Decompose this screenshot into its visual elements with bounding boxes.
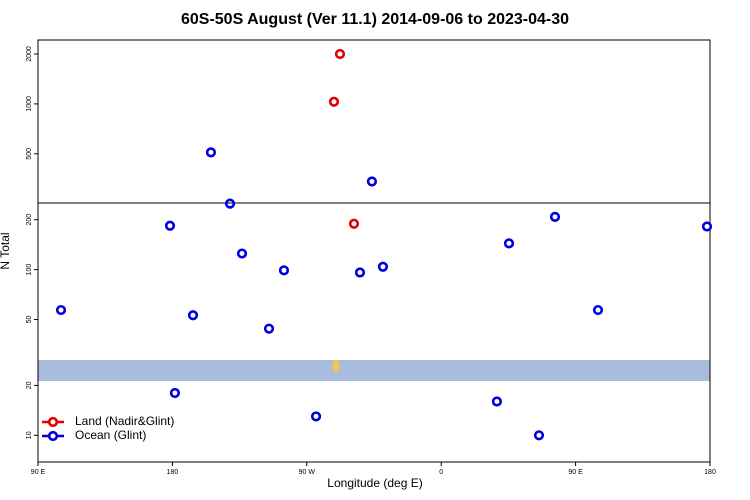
y-tick-label: 20: [26, 381, 33, 389]
legend-marker: [47, 416, 59, 428]
point: [205, 147, 217, 158]
map-band: [38, 360, 710, 381]
x-tick-label: 90 E: [568, 469, 583, 476]
point: [592, 304, 604, 316]
x-axis-label: Longitude (deg E): [327, 476, 422, 490]
point: [377, 261, 389, 272]
point: [491, 396, 503, 407]
legend-label: Land (Nadir&Glint): [75, 414, 174, 428]
x-tick-label: 90 W: [299, 469, 316, 476]
y-axis-label: N Total: [0, 232, 12, 269]
point: [549, 211, 561, 222]
point: [169, 387, 181, 399]
y-tick-label: 500: [26, 148, 33, 160]
point: [533, 430, 545, 441]
point: [55, 304, 67, 316]
plot-frame: [37, 39, 711, 463]
x-tick-label: 180: [704, 469, 716, 476]
point: [263, 323, 275, 334]
y-tick-label: 50: [26, 315, 33, 323]
point: [187, 310, 199, 321]
point: [701, 221, 713, 232]
y-tick-label: 100: [26, 264, 33, 276]
point: [366, 176, 378, 187]
y-tick-label: 1000: [26, 96, 33, 112]
land-patch: [332, 360, 340, 372]
x-tick-label: 0: [439, 469, 443, 476]
point: [328, 96, 340, 107]
legend-marker: [47, 430, 59, 442]
point: [278, 265, 290, 276]
point: [334, 48, 346, 60]
legend-label: Ocean (Glint): [75, 428, 146, 442]
point: [503, 238, 515, 249]
y-tick-label: 200: [26, 214, 33, 226]
point: [224, 198, 236, 209]
point: [310, 411, 322, 422]
point: [354, 267, 366, 278]
y-tick-label: 2000: [26, 46, 33, 62]
y-tick-label: 10: [26, 431, 33, 439]
point: [348, 218, 360, 229]
x-tick-label: 90 E: [31, 469, 46, 476]
x-tick-label: 180: [167, 469, 179, 476]
chart-title: 60S-50S August (Ver 11.1) 2014-09-06 to …: [181, 11, 569, 28]
point: [164, 220, 176, 231]
point: [236, 248, 248, 259]
